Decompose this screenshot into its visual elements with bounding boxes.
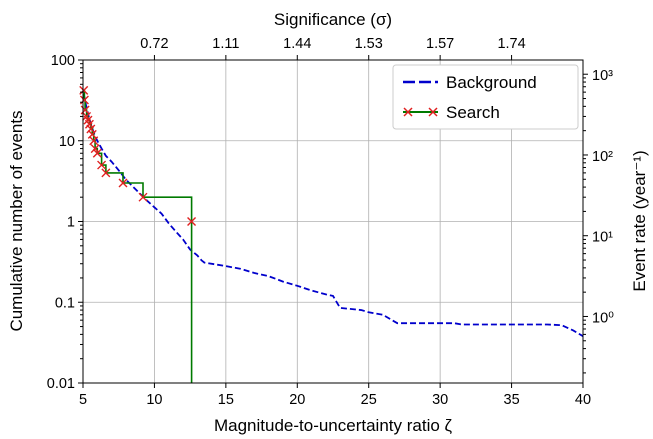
- search-point-stroke: [89, 136, 99, 146]
- top-tick-label: 1.57: [426, 36, 454, 52]
- search-point: [187, 217, 197, 226]
- right-tick-label: 10³: [592, 68, 613, 84]
- legend-search-marker: [403, 107, 438, 117]
- search-point-stroke: [187, 217, 197, 226]
- search-point-stroke: [84, 119, 94, 129]
- x-tick-label: 10: [146, 392, 162, 408]
- x-tick-label: 15: [218, 392, 234, 408]
- top-tick-label: 1.11: [212, 36, 239, 52]
- x-tick-label: 20: [289, 392, 305, 408]
- search-point-stroke: [97, 160, 107, 170]
- right-tick-label: 10¹: [592, 230, 613, 246]
- search-point-stroke: [92, 148, 102, 158]
- search-point: [89, 136, 99, 146]
- search-point-stroke: [86, 124, 96, 134]
- search-point: [101, 168, 111, 178]
- top-tick-label: 0.72: [140, 36, 168, 52]
- top-tick-label: 1.53: [355, 36, 383, 52]
- x-tick-label: 30: [432, 392, 448, 408]
- x-axis-label: Magnitude-to-uncertainty ratio ζ: [214, 416, 453, 435]
- axes: 5 10 15 20 25 30 35 40 0.01 0.1 1 10 100 0.72 1.11 1.44…: [47, 36, 614, 408]
- y-tick-label: 1: [67, 215, 75, 231]
- right-axis-label: Event rate (year⁻¹): [630, 150, 649, 291]
- search-point-stroke: [83, 115, 93, 125]
- search-point: [97, 160, 107, 170]
- search-point-stroke: [90, 144, 100, 154]
- search-point: [138, 192, 148, 202]
- search-point: [90, 144, 100, 154]
- top-tick-label: 1.74: [497, 36, 525, 52]
- legend-box: [392, 64, 579, 130]
- search-line: [83, 89, 193, 383]
- search-point: [118, 178, 128, 188]
- x-tick-label: 25: [361, 392, 377, 408]
- top-tick-label: 1.44: [283, 36, 311, 52]
- right-tick-label: 10²: [592, 149, 613, 165]
- x-tick-label: 5: [79, 392, 87, 408]
- search-point-stroke: [79, 85, 89, 95]
- search-point-stroke: [82, 111, 92, 121]
- legend: Background Search: [392, 64, 579, 130]
- search-point-stroke: [118, 178, 128, 188]
- y-axis-label: Cumulative number of events: [7, 110, 26, 331]
- top-axis-label: Significance (σ): [274, 10, 392, 29]
- search-point-stroke: [138, 192, 148, 202]
- y-tick-label: 0.01: [47, 376, 75, 392]
- background-line: [82, 93, 584, 337]
- series-layer: [79, 85, 584, 383]
- search-point: [79, 85, 89, 95]
- legend-background-label: Background: [446, 73, 537, 92]
- search-point: [92, 148, 102, 158]
- legend-search-label: Search: [446, 103, 500, 122]
- y-tick-label: 10: [59, 134, 75, 150]
- y-tick-label: 0.1: [55, 295, 75, 311]
- search-point-stroke: [101, 168, 111, 178]
- x-tick-label: 40: [575, 392, 591, 408]
- x-tick-label: 35: [504, 392, 520, 408]
- y-tick-label: 100: [51, 53, 75, 69]
- right-tick-label: 10⁰: [592, 310, 614, 326]
- search-point: [86, 124, 96, 134]
